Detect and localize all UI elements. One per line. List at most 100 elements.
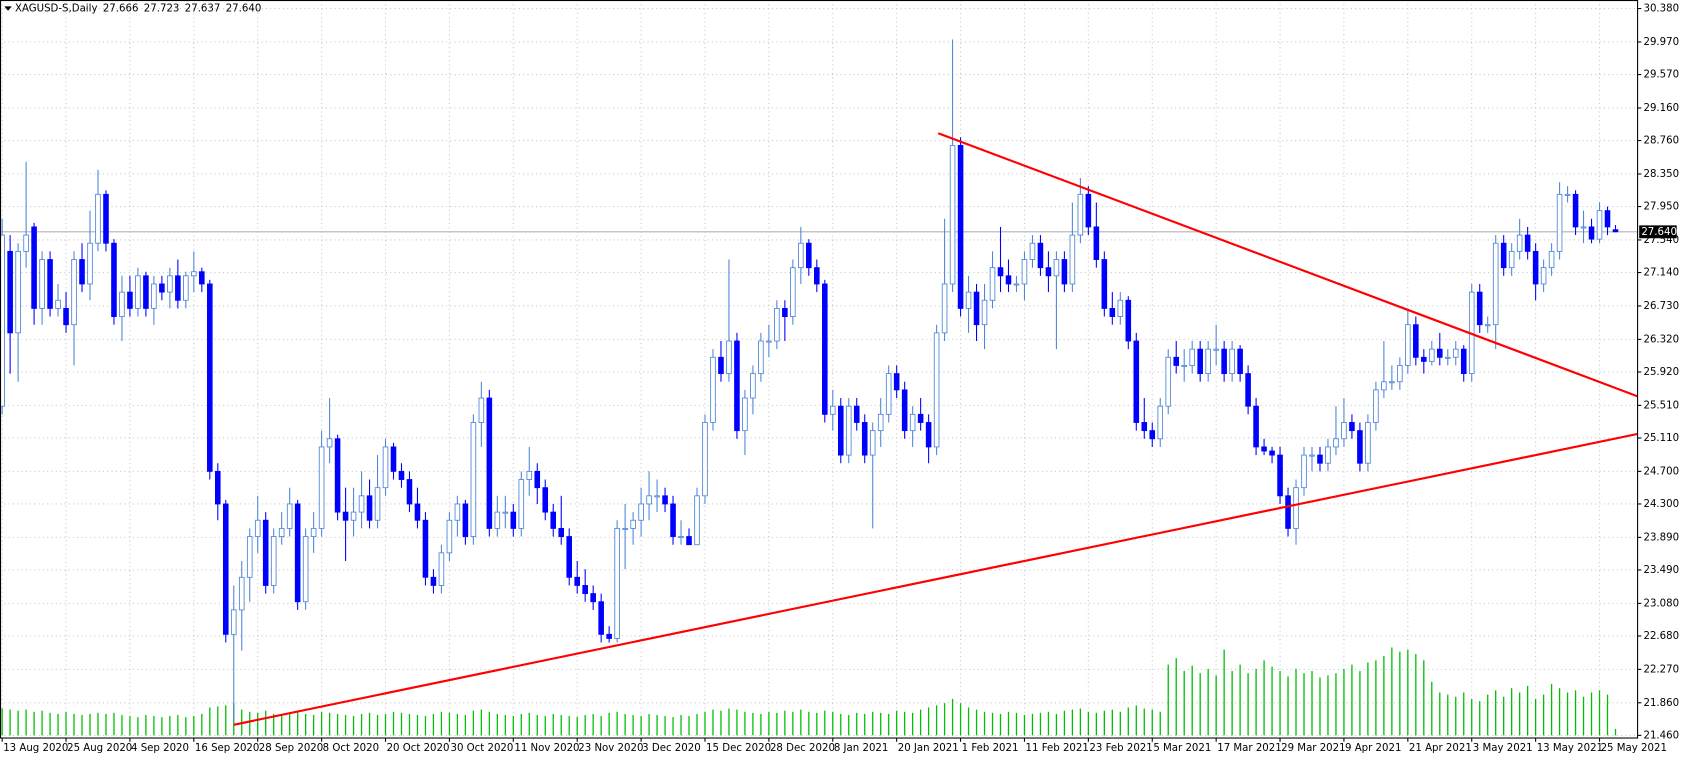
candle-body — [1421, 356, 1427, 362]
candle-body — [1556, 193, 1563, 252]
candle-body — [1237, 348, 1243, 375]
volume-bar — [1335, 673, 1337, 736]
volume-bar — [193, 716, 195, 736]
candle-body — [981, 299, 988, 326]
candle-body — [47, 259, 53, 309]
volume-bar — [384, 713, 387, 736]
volume-bar — [704, 711, 706, 736]
x-tick-label: 9 Apr 2021 — [1345, 743, 1401, 754]
candle-body — [55, 299, 61, 309]
volume-bar — [608, 712, 610, 736]
volume-bar — [536, 714, 538, 736]
volume-bar — [488, 711, 490, 736]
candle-body — [1253, 405, 1259, 448]
x-tick-label: 29 Mar 2021 — [1281, 743, 1346, 754]
low-label: 27.637 — [185, 4, 221, 15]
x-tick-label: 5 Mar 2021 — [1153, 743, 1211, 754]
candle-body — [1349, 422, 1355, 432]
candle-body — [1405, 324, 1411, 366]
candle-body — [542, 487, 549, 513]
y-tick-label: 22.680 — [1643, 631, 1679, 642]
volume-bar — [656, 714, 658, 736]
candle-body — [686, 536, 692, 546]
candle-body — [79, 259, 85, 285]
candle-body — [654, 495, 660, 498]
candle-body — [1389, 381, 1395, 384]
volume-bar — [1375, 660, 1377, 736]
volume-bar — [73, 713, 75, 736]
candle-body — [1077, 193, 1084, 236]
candle-body — [358, 495, 365, 513]
candle-body — [941, 283, 948, 334]
volume-bar — [1087, 711, 1090, 736]
candle-body — [1101, 259, 1108, 309]
volume-bar — [959, 703, 962, 736]
volume-bar — [1367, 662, 1369, 736]
volume-bar — [712, 709, 714, 736]
y-tick-label: 25.920 — [1643, 367, 1679, 378]
volume-bar — [1542, 694, 1545, 736]
candle-body — [1133, 340, 1140, 423]
x-tick-label: 1 Feb 2021 — [962, 743, 1019, 754]
x-tick-label: 28 Sep 2020 — [259, 743, 323, 754]
candle-body — [622, 527, 628, 530]
candle-body — [1053, 259, 1060, 277]
volume-bar — [1167, 664, 1169, 736]
x-tick-label: 3 May 2021 — [1473, 743, 1533, 754]
volume-bar — [1247, 673, 1249, 736]
candle-body — [334, 438, 341, 513]
volume-bar — [121, 714, 123, 736]
candle-body — [454, 503, 461, 521]
plot-border — [0, 0, 1639, 739]
candle-body — [1317, 454, 1323, 464]
volume-bar — [1111, 709, 1113, 736]
candle-body — [1397, 365, 1403, 383]
candle-body — [957, 145, 964, 309]
volume-bar — [1231, 671, 1233, 736]
y-tick-label: 24.700 — [1643, 466, 1679, 477]
volume-bar — [1271, 666, 1273, 736]
volume-bar — [1319, 677, 1321, 736]
volume-bar — [1463, 692, 1465, 736]
volume-bar — [664, 716, 666, 736]
volume-bar — [1351, 664, 1353, 736]
volume-bar — [1159, 711, 1161, 736]
candle-body — [350, 511, 357, 521]
candle-body — [702, 422, 708, 497]
volume-bar — [113, 712, 115, 736]
volume-bar — [169, 716, 171, 736]
volume-bar — [1007, 711, 1010, 736]
candle-body — [933, 332, 940, 448]
candle-body — [598, 601, 604, 635]
candle-body — [1109, 307, 1116, 317]
candle-body — [1061, 259, 1068, 285]
volume-bar — [496, 713, 498, 736]
volume-bar — [137, 717, 139, 736]
x-tick-label: 8 Oct 2020 — [323, 743, 379, 754]
candle-body — [829, 405, 836, 415]
candle-body — [478, 397, 485, 423]
candle-body — [31, 226, 37, 309]
volume-bar — [1614, 728, 1617, 736]
x-tick-label: 23 Nov 2020 — [578, 743, 643, 754]
candle-body — [1197, 348, 1203, 375]
candle-body — [191, 271, 197, 277]
volume-bar — [65, 711, 67, 736]
candle-body — [558, 527, 565, 537]
candle-body — [422, 519, 429, 578]
candle-body — [1261, 446, 1267, 452]
volume-bar — [904, 711, 906, 736]
volume-bar — [408, 713, 411, 736]
candle-body — [710, 356, 716, 423]
menu-arrow[interactable] — [4, 6, 12, 11]
candle-body — [286, 503, 293, 529]
y-tick-label: 26.320 — [1643, 334, 1679, 345]
volume-bar — [1471, 698, 1473, 736]
candle-body — [534, 470, 541, 489]
volume-bar — [1103, 710, 1105, 736]
volume-bar — [600, 716, 602, 736]
volume-bar — [800, 709, 802, 736]
candle-body — [446, 519, 453, 554]
x-tick-label: 20 Jan 2021 — [898, 743, 959, 754]
y-tick-label: 22.270 — [1643, 664, 1679, 675]
